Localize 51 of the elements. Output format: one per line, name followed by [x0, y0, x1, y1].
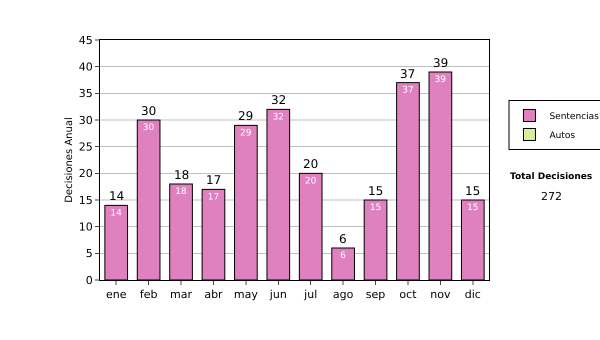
- total-label: 37: [400, 67, 416, 81]
- x-tick-label: ene: [106, 288, 127, 302]
- x-tick-label: mar: [170, 288, 193, 302]
- y-tick-label: 10: [78, 220, 93, 234]
- x-tick-label: abr: [204, 288, 224, 302]
- y-tick-label: 30: [78, 114, 93, 127]
- text: Total Decisiones: [510, 172, 592, 182]
- text: 272: [541, 190, 562, 203]
- y-axis-title: Decisiones Anual: [64, 117, 75, 203]
- data-label: 15: [370, 203, 382, 213]
- x-tick-label: ago: [332, 288, 354, 302]
- y-tick-label: 45: [78, 34, 93, 47]
- total-label: 18: [174, 168, 190, 182]
- total-label: 15: [465, 184, 480, 198]
- data-label: 30: [142, 123, 154, 133]
- data-label: 17: [208, 192, 220, 202]
- x-tick-label: jun: [268, 288, 287, 302]
- y-tick-label: 5: [86, 247, 93, 260]
- x-tick-label: jul: [303, 288, 318, 302]
- data-label: 37: [402, 86, 414, 96]
- total-label: 15: [368, 184, 384, 198]
- data-label: 20: [304, 176, 317, 186]
- total-label: 32: [271, 93, 286, 107]
- legend-label: Sentencias: [549, 112, 600, 122]
- total-label: 14: [109, 189, 124, 203]
- total-label: 29: [238, 109, 254, 123]
- y-tick-label: 25: [78, 140, 93, 154]
- total-label: 17: [206, 173, 222, 187]
- data-label: 15: [467, 203, 479, 213]
- data-label: 6: [340, 251, 346, 261]
- y-tick-label: 20: [78, 167, 93, 180]
- data-label: 39: [434, 75, 446, 85]
- data-label: 14: [110, 208, 122, 218]
- legend-label: Autos: [549, 131, 576, 142]
- total-label: 20: [303, 157, 318, 171]
- y-tick-label: 35: [78, 87, 93, 100]
- x-tick-label: dic: [464, 288, 481, 302]
- total-label: 39: [433, 56, 448, 70]
- x-tick-label: nov: [430, 288, 451, 302]
- x-tick-label: feb: [140, 288, 158, 302]
- x-tick-label: sep: [366, 288, 386, 302]
- total-label: 6: [339, 232, 347, 246]
- y-tick-label: 0: [86, 274, 93, 287]
- data-label: 32: [272, 112, 284, 122]
- total-label: 30: [141, 104, 156, 118]
- data-label: 18: [175, 187, 187, 197]
- data-label: 29: [240, 128, 252, 138]
- y-tick-label: 40: [78, 60, 93, 74]
- y-tick-label: 15: [78, 194, 93, 207]
- x-tick-label: may: [234, 288, 258, 302]
- x-tick-label: oct: [399, 288, 418, 302]
